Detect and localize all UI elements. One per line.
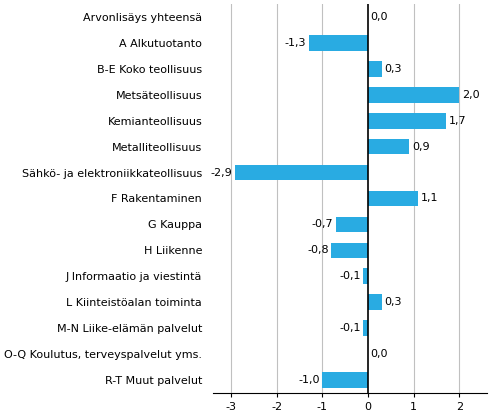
Text: -0,1: -0,1 [339,323,361,333]
Bar [308,35,368,51]
Text: -1,3: -1,3 [284,38,306,48]
Bar [368,139,409,154]
Bar [236,165,368,181]
Text: 0,3: 0,3 [384,297,402,307]
Text: -1,0: -1,0 [298,375,320,385]
Text: -0,1: -0,1 [339,271,361,281]
Text: -0,7: -0,7 [312,219,333,229]
Bar [368,191,418,206]
Text: 1,1: 1,1 [421,193,438,203]
Text: -0,8: -0,8 [307,245,328,255]
Bar [331,243,368,258]
Text: 0,0: 0,0 [371,349,388,359]
Text: -2,9: -2,9 [211,168,233,178]
Text: 2,0: 2,0 [462,90,480,100]
Text: 1,7: 1,7 [448,116,466,126]
Bar [322,372,368,388]
Bar [363,320,368,336]
Bar [336,217,368,232]
Bar [363,268,368,284]
Text: 0,9: 0,9 [412,142,430,152]
Bar [368,295,382,310]
Bar [368,61,382,77]
Text: 0,3: 0,3 [384,64,402,74]
Bar [368,87,460,103]
Text: 0,0: 0,0 [371,12,388,22]
Bar [368,113,446,129]
